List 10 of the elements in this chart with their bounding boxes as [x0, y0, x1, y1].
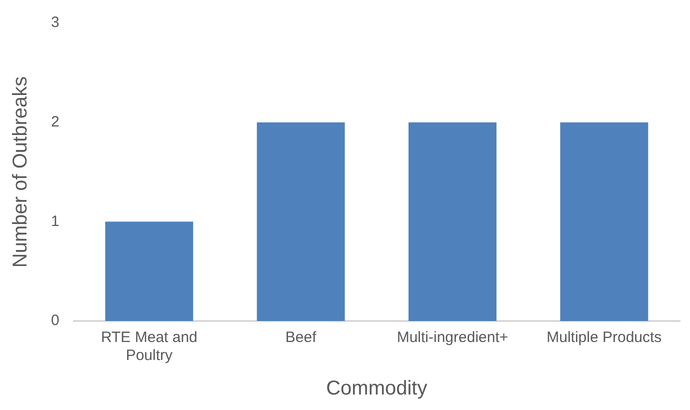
x-tick-label: Multi-ingredient+: [396, 329, 508, 346]
y-tick-label: 3: [51, 14, 60, 32]
y-tick-label: 0: [51, 312, 60, 330]
x-tick-label: Multiple Products: [546, 329, 662, 346]
y-tick-label: 2: [51, 113, 60, 130]
x-tick-label: Beef: [285, 329, 318, 346]
y-tick-label: 1: [51, 212, 60, 230]
x-axis-title: Commodity: [326, 378, 428, 400]
x-tick-label: RTE Meat and Poultry: [100, 329, 198, 364]
y-axis-title: Number of Outbreaks: [10, 76, 32, 268]
